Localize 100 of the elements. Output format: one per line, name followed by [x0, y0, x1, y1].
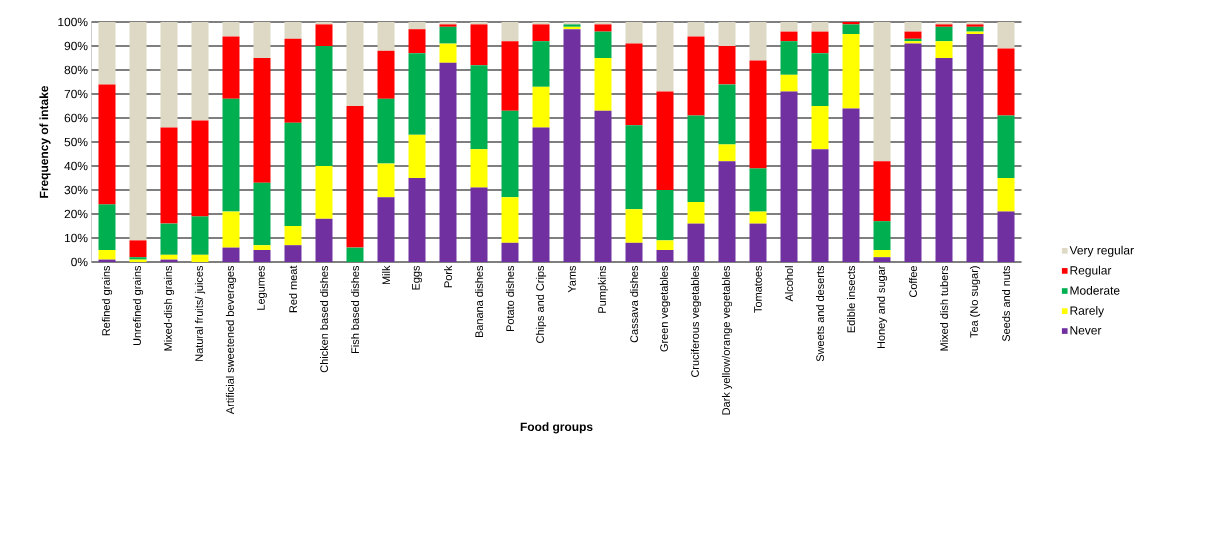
bar	[687, 223, 705, 262]
bar	[842, 34, 860, 109]
bar	[842, 24, 860, 34]
bar	[222, 98, 240, 212]
bar	[470, 187, 488, 262]
bar	[656, 240, 674, 250]
bar	[284, 245, 302, 262]
bar	[749, 60, 767, 169]
x-tick-label: Green vegetables	[659, 265, 671, 352]
bar	[997, 211, 1015, 262]
bar	[129, 240, 147, 258]
bar	[377, 163, 395, 198]
x-tick-label: Fish based dishes	[350, 265, 360, 353]
bar	[935, 26, 953, 42]
bar	[377, 98, 395, 164]
legend-label: Rarely	[1070, 306, 1105, 318]
bar	[501, 22, 519, 42]
bar	[594, 24, 612, 32]
y-tick-label: 20%	[64, 209, 88, 219]
bar	[811, 106, 829, 150]
bar	[625, 242, 643, 262]
y-tick-label: 0%	[71, 257, 88, 267]
bar	[253, 58, 271, 183]
x-tick-label: Refined grains	[101, 265, 113, 336]
bar	[997, 22, 1015, 49]
bar	[656, 190, 674, 241]
bar	[625, 22, 643, 44]
bar	[873, 250, 891, 258]
bar	[284, 226, 302, 246]
bar	[346, 22, 364, 106]
bar	[594, 31, 612, 58]
x-tick-label: Red meat	[288, 265, 298, 313]
x-tick-label: Coffee	[909, 266, 918, 298]
bar	[501, 242, 519, 262]
bar	[284, 38, 302, 123]
bar	[532, 127, 550, 262]
bar	[718, 46, 736, 85]
x-tick-label: Alcohol	[784, 266, 794, 302]
x-tick-label: Chicken based dishes	[319, 265, 329, 373]
bar	[811, 31, 829, 54]
x-tick-label: Legumes	[257, 265, 267, 310]
x-tick-label: Natural fruits/ juices	[194, 265, 206, 361]
bar	[842, 108, 860, 262]
bar	[749, 168, 767, 212]
bar	[284, 22, 302, 39]
x-tick-label: Unrefined grains	[132, 265, 144, 346]
bar	[98, 250, 116, 260]
bar	[222, 22, 240, 37]
x-tick-label: Edible insects	[846, 265, 856, 333]
y-tick-label: 70%	[64, 89, 88, 99]
bar	[253, 245, 271, 250]
y-tick-label: 50%	[64, 137, 88, 147]
bar	[873, 22, 891, 162]
x-tick-label: Artificial sweetened beverages	[225, 265, 237, 415]
legend-label: Regular	[1070, 265, 1112, 277]
x-tick-label: Sweets and deserts	[815, 265, 825, 362]
bar	[873, 221, 891, 250]
bar	[780, 91, 798, 262]
x-tick-label: Tea (No sugar)	[969, 266, 981, 338]
bar	[656, 22, 674, 92]
bar	[160, 127, 178, 224]
bar	[780, 41, 798, 75]
bar	[687, 22, 705, 37]
bar	[346, 247, 364, 262]
bar	[501, 197, 519, 243]
bar	[315, 166, 333, 219]
bar	[687, 202, 705, 224]
bar	[191, 254, 209, 262]
bar	[563, 29, 581, 262]
bar	[625, 209, 643, 243]
bar	[749, 223, 767, 262]
bar	[222, 211, 240, 248]
bar	[687, 36, 705, 116]
bar	[222, 247, 240, 262]
x-tick-label: Pumpkins	[597, 265, 609, 313]
bar	[98, 22, 116, 85]
bar	[253, 22, 271, 58]
bar	[532, 41, 550, 87]
legend-label: Never	[1070, 326, 1102, 335]
bar	[377, 50, 395, 99]
bar	[749, 211, 767, 224]
bar	[222, 36, 240, 99]
y-tick-label: 30%	[64, 185, 88, 195]
bar	[501, 41, 519, 111]
x-tick-label: Pork	[443, 265, 453, 288]
bar	[315, 46, 333, 166]
bar	[532, 24, 550, 42]
x-tick-label: Mixed-dish grains	[163, 265, 175, 351]
bar	[408, 22, 426, 30]
bar	[687, 115, 705, 202]
bar	[408, 53, 426, 135]
x-axis-title: Food groups	[520, 422, 593, 434]
bar	[439, 62, 457, 262]
x-tick-label: Banana dishes	[474, 265, 484, 338]
bar	[594, 110, 612, 262]
bar	[997, 48, 1015, 116]
bar	[625, 125, 643, 210]
bar	[718, 84, 736, 145]
bar	[346, 106, 364, 248]
bar	[811, 53, 829, 106]
